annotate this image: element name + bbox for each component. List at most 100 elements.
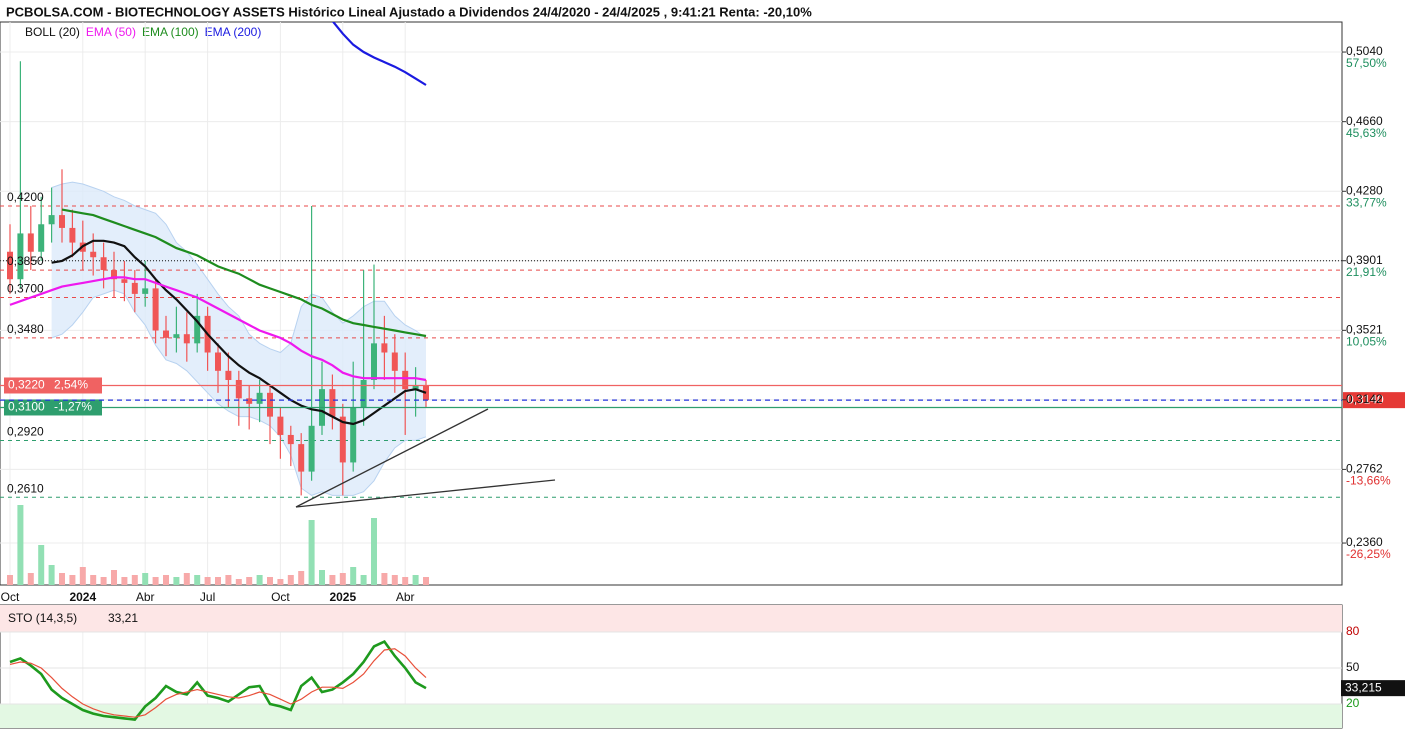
marker-label: 0,3220: [8, 378, 45, 392]
chart-title: PCBOLSA.COM - BIOTECHNOLOGY ASSETS Histó…: [6, 4, 812, 19]
volume-bar: [215, 577, 221, 585]
candle-body: [194, 315, 201, 344]
volume-bar: [412, 575, 419, 585]
candle-body: [391, 352, 398, 371]
marker-box: [4, 399, 102, 416]
candle-body: [423, 385, 429, 401]
candle-body: [225, 370, 232, 380]
legend-entry: BOLL (20): [25, 25, 80, 39]
volume-bar: [27, 573, 34, 585]
y2-tick-label: 21,91%: [1346, 265, 1387, 279]
volume-bar: [277, 579, 284, 585]
volume-bar: [111, 570, 117, 585]
volume-bar: [256, 575, 263, 585]
candle-body: [246, 398, 253, 404]
marker-pct: 2,54%: [54, 378, 88, 392]
volume-bar: [17, 505, 24, 585]
sto-last-box: [1341, 680, 1405, 697]
candle-body: [121, 279, 128, 283]
last-price-label: 0,3140: [1347, 392, 1384, 406]
candle-body: [183, 334, 190, 344]
y2-tick-label: 57,50%: [1346, 56, 1387, 70]
volume-bar: [287, 575, 294, 585]
candle-body: [267, 392, 273, 417]
sto-line: [9, 648, 427, 718]
candle-body: [111, 270, 117, 280]
y-tick-label: 0,4660: [1346, 114, 1383, 128]
candle-body: [152, 288, 159, 331]
volume-bar: [100, 577, 107, 585]
legend-entry: EMA (50): [86, 25, 136, 39]
legend-entry: EMA (100): [142, 25, 199, 39]
y2-tick-label: 10,05%: [1346, 334, 1387, 348]
volume-bar: [350, 567, 357, 585]
legend: BOLL (20) EMA (50) EMA (100) EMA (200): [25, 25, 261, 39]
indicator-line: [331, 22, 427, 86]
volume-bar: [183, 573, 190, 585]
candle-body: [7, 251, 13, 280]
volume-bar: [329, 575, 336, 585]
sto-plot: [0, 605, 1342, 728]
level-label: 0,3850: [7, 254, 44, 268]
volume-bar: [235, 579, 242, 585]
volume-bar: [79, 567, 86, 585]
volume-bar: [38, 545, 45, 585]
volume-bar: [339, 573, 346, 585]
x-tick-label: Oct: [1, 590, 20, 604]
candle-body: [381, 343, 388, 353]
last-price-box: [1343, 392, 1405, 409]
candle-body: [69, 227, 76, 243]
y2-tick-label: -13,66%: [1346, 473, 1391, 487]
candle-body: [173, 334, 180, 338]
level-label: 0,3700: [7, 282, 44, 296]
volume-bar: [59, 573, 65, 585]
candle-body: [17, 233, 24, 280]
candle-body: [27, 233, 34, 252]
volume-bar: [381, 573, 388, 585]
volume-bar: [298, 571, 305, 585]
volume-bar: [360, 575, 367, 585]
volume-bar: [371, 518, 377, 585]
level-label: 0,3480: [7, 322, 44, 336]
volume-bar: [163, 575, 169, 585]
indicator-line: [51, 239, 427, 426]
volume-bar: [152, 577, 159, 585]
candle-body: [100, 257, 107, 271]
legend-entry: EMA (200): [205, 25, 262, 39]
y2-tick-label: 45,63%: [1346, 126, 1387, 140]
volume-bar: [173, 577, 180, 585]
candle-body: [38, 224, 45, 252]
candle-body: [412, 385, 419, 390]
candle-body: [350, 407, 357, 463]
candle-body: [90, 251, 97, 258]
x-tick-label: 2025: [329, 590, 356, 604]
volume-bar: [391, 575, 398, 585]
y-tick-label: 0,2762: [1346, 462, 1383, 476]
volume-bar: [267, 577, 273, 585]
candle-body: [329, 389, 336, 417]
candle-body: [371, 343, 377, 380]
volume-bar: [69, 575, 76, 585]
volume-bar: [423, 577, 429, 585]
volume-bar: [121, 577, 128, 585]
candle-body: [59, 215, 65, 228]
y-tick-label: 0,4280: [1346, 183, 1383, 197]
marker-box: [4, 377, 102, 394]
candle-body: [360, 379, 367, 408]
volume-bar: [308, 520, 315, 585]
y-tick-label: 0,2360: [1346, 535, 1383, 549]
y2-tick-label: -26,25%: [1346, 547, 1391, 561]
volume-bar: [142, 573, 149, 585]
candle-body: [277, 416, 284, 435]
y-tick-label: 0,3901: [1346, 253, 1383, 267]
indicator-line: [9, 276, 427, 382]
candle-body: [298, 444, 305, 472]
sto-line: [9, 639, 427, 721]
x-tick-label: Jul: [200, 590, 215, 604]
x-tick-label: Abr: [136, 590, 155, 604]
candle-body: [131, 282, 138, 294]
sto-band: [0, 704, 1342, 728]
y-tick-label: 0,3521: [1346, 323, 1383, 337]
level-label: 0,2920: [7, 425, 44, 439]
x-tick-label: 2024: [69, 590, 96, 604]
